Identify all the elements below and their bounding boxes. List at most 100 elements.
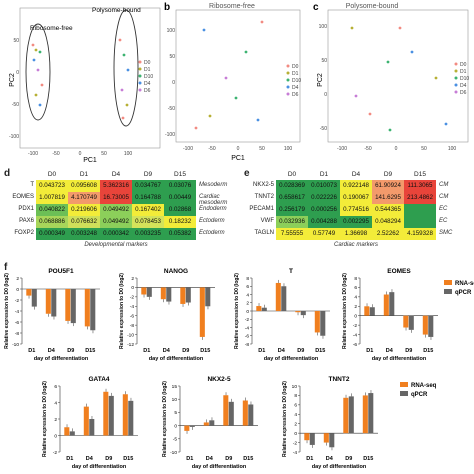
table-e-cell (404, 204, 436, 216)
y-tick-label: 0 (246, 309, 249, 315)
y-tick-label: -6 (245, 334, 250, 340)
pca-c-point (354, 94, 358, 98)
table-e-cell: 0.004288 (308, 216, 340, 228)
pca-b-legend-label: D10 (292, 78, 301, 84)
pca-c-legend-label: D0 (460, 62, 467, 68)
bar-qpcr (348, 396, 354, 434)
y-tick-label: 10 (172, 397, 178, 403)
pca-c-point (410, 50, 414, 54)
y-tick-label: -5 (173, 437, 178, 443)
bar-chart-title: POU5F1 (48, 268, 74, 275)
table-d-cell: 0.00449 (164, 192, 196, 204)
table-d-cell: 0.000349 (36, 228, 68, 240)
pca-a-point (31, 43, 35, 47)
legend-swatch (444, 280, 452, 285)
pca-a-point (120, 88, 124, 92)
y-tick-label: 0 (16, 287, 19, 293)
table-d-cell: 0.05382 (164, 228, 196, 240)
table-e-cell: 61.90924 (372, 180, 404, 192)
legend-swatch (400, 391, 408, 396)
table-e-cell: 0.544365 (372, 204, 404, 216)
bar-chart-title: T (289, 268, 293, 275)
pca-c-legend-swatch (454, 83, 458, 87)
legend-swatch (400, 382, 408, 387)
y-tick-label: 8 (294, 393, 297, 399)
panel-letter-d: d (4, 168, 11, 179)
x-tick-label: D4 (326, 456, 334, 462)
bar-rna-seq (122, 394, 128, 436)
table-e-gene-label: NKX2-5 (252, 182, 274, 188)
table-e-gene-label: PECAM1 (249, 206, 274, 212)
table-e-cell: 0.022226 (308, 192, 340, 204)
pca-a-legend-swatch (138, 88, 142, 92)
y-tick-label: 8 (246, 276, 249, 282)
pca-b-xlabel: PC1 (231, 155, 245, 162)
y-tick-label: -4 (245, 325, 250, 331)
bar-rna-seq (403, 315, 409, 328)
y-tick-label: 2 (131, 276, 134, 282)
table-e-column-header: D0 (287, 171, 297, 178)
pca-b-ytick: -50 (168, 106, 175, 112)
y-axis-label: Relative expression to D0 (log2) (342, 273, 348, 349)
pca-b-xtick: 100 (284, 146, 293, 152)
pca-c-point (368, 112, 372, 116)
x-tick-label: D4 (163, 348, 171, 354)
table-e-cell: 0.774516 (340, 204, 372, 216)
table-d-cell: 4.170749 (68, 192, 100, 204)
y-tick-label: 6 (294, 403, 297, 409)
y-tick-label: 2 (54, 417, 57, 423)
bar-chart-nanog: NANOG 2 0 -2 -4 -6 -8 -10 -12 D1 D4 D9 D15 day of dif… (119, 268, 215, 362)
table-e-column-header: D15 (414, 171, 426, 178)
bar-qpcr (261, 307, 267, 311)
pca-a-point (32, 58, 36, 62)
table-d-cell: 0.040822 (36, 204, 68, 216)
bar-chart-title: GATA4 (88, 376, 109, 383)
bar-qpcr (248, 404, 254, 426)
pca-c-legend-swatch (454, 90, 458, 94)
y-tick-label: 6 (246, 284, 249, 290)
bar-rna-seq (160, 287, 166, 300)
pca-b-legend-label: D1 (292, 71, 299, 77)
x-tick-label: D1 (186, 456, 193, 462)
y-axis-label: Relative expression to D0 (log2) (234, 273, 240, 349)
pca-a-ytick: -100 (9, 134, 19, 140)
bar-rna-seq (362, 395, 368, 434)
pca-b-xtick: -50 (208, 146, 215, 152)
pca-b-point (224, 76, 228, 80)
table-d-cell: 0.000342 (100, 228, 132, 240)
y-tick-label: -10 (170, 450, 177, 456)
pca-c-xtick: -100 (337, 146, 347, 152)
table-d-cell: 0.02868 (164, 204, 196, 216)
pca-c-legend-label: D4 (460, 83, 467, 89)
x-tick-label: D15 (243, 456, 253, 462)
pca-b-point (202, 28, 206, 32)
bar-rna-seq (64, 427, 70, 436)
pca-a-point (40, 83, 44, 87)
y-tick-label: -2 (353, 323, 358, 329)
pca-c-legend-label: D1 (460, 69, 467, 75)
table-e-cell: 0.048294 (372, 216, 404, 228)
y-tick-label: 8 (354, 276, 357, 282)
table-d-cell: 0.164788 (132, 192, 164, 204)
pca-a-point (38, 103, 42, 107)
bar-rna-seq (184, 425, 190, 431)
table-e-column-header: D9 (383, 171, 393, 178)
bar-rna-seq (295, 311, 301, 313)
bar-qpcr (89, 419, 95, 436)
y-tick-label: -4 (130, 304, 135, 310)
table-d-cell: 16.73005 (100, 192, 132, 204)
x-axis-label: day of differentiation (34, 356, 89, 362)
y-axis-label: Relative expression to D0 (log2) (4, 273, 10, 349)
bar-rna-seq (304, 433, 310, 441)
x-tick-label: D4 (278, 348, 286, 354)
pca-b-point (260, 20, 264, 24)
table-e-cell: 213.4862 (404, 192, 436, 204)
bar-chart-t: T 8 6 4 2 0 -2 -4 -6 -8 D1 D4 D9 D15 day of differenti… (234, 268, 330, 362)
pca-b-point (256, 118, 260, 122)
y-tick-label: 0 (131, 285, 134, 291)
x-tick-label: D1 (143, 348, 150, 354)
pca-c-ytick: 0 (324, 92, 327, 98)
pca-a-legend-swatch (138, 74, 142, 78)
bar-qpcr (205, 287, 211, 307)
pca-b-ytick: 0 (172, 80, 175, 86)
